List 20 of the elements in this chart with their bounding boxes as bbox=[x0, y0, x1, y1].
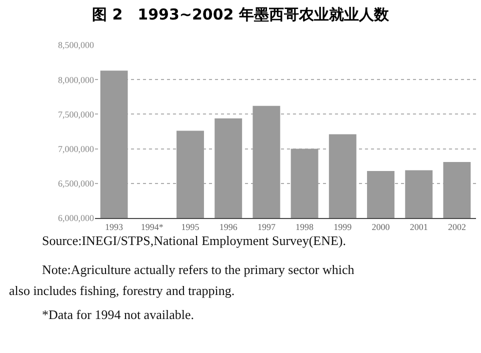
y-tick-label: 7,000,000 bbox=[58, 144, 94, 154]
x-tick-label: 1998 bbox=[296, 222, 314, 232]
y-tick-label: 6,500,000 bbox=[58, 178, 94, 189]
x-tick-label: 1995 bbox=[181, 222, 200, 232]
source-note: Source:INEGI/STPS,National Employment Survey(ENE). bbox=[42, 233, 346, 248]
x-tick-label: 2001 bbox=[410, 222, 428, 232]
x-tick-label: 1999 bbox=[334, 222, 352, 232]
y-tick-label: 8,000,000 bbox=[58, 74, 94, 85]
y-tick-label: 7,500,000 bbox=[58, 109, 94, 120]
text: *Data for 1994 not available. bbox=[42, 307, 194, 322]
x-tick-label: 2000 bbox=[372, 222, 390, 232]
x-tick-label: 1996 bbox=[219, 222, 238, 232]
text: Note:Agriculture actually refers to the primary sector which also includes fishing, forestry and trapping. bbox=[9, 262, 355, 298]
chart-title: 图 2 1993~2002 年墨西哥农业就业人数 bbox=[92, 5, 390, 24]
x-tick-label: 2002 bbox=[448, 222, 466, 232]
x-tick-label: 1993 bbox=[105, 222, 124, 232]
y-tick-label: 8,500,000 bbox=[58, 40, 94, 50]
y-tick-label: 6,000,000 bbox=[58, 213, 94, 224]
x-tick-label: 1997 bbox=[257, 222, 276, 232]
x-tick-label: 1994* bbox=[140, 222, 164, 232]
